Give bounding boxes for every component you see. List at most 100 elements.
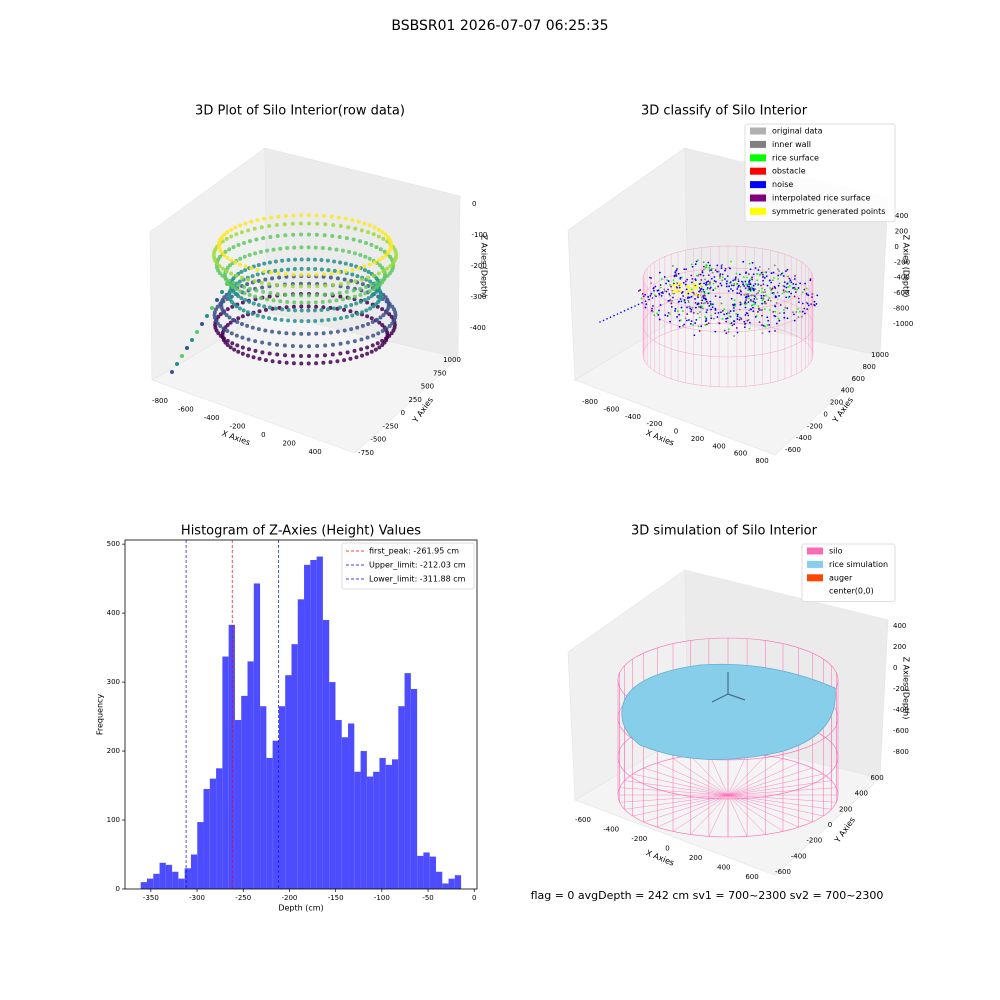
cloud-dot [270,359,275,364]
cloud-dot [283,213,288,218]
cloud-dot [717,285,720,288]
cloud-dot [729,281,732,284]
cloud-dot [726,275,729,278]
x-tick-label: 600 [734,450,747,458]
cloud-dot [292,318,297,323]
cloud-dot [708,305,711,307]
cloud-dot [710,277,713,280]
cloud-dot [720,267,723,270]
cloud-dot [768,279,771,282]
cloud-dot [748,279,751,282]
y-tick-label: 1000 [443,356,461,364]
cloud-dot [710,269,713,271]
cloud-dot [239,275,244,280]
cloud-dot [250,311,255,316]
cloud-dot [706,309,709,311]
cloud-dot [229,234,234,239]
wireframe [657,762,729,796]
bar [404,673,411,889]
cloud-dot [694,279,697,282]
cloud-dot [233,225,238,230]
bar [429,856,436,889]
cloud-dot [672,279,675,281]
y-tick-label: -200 [807,422,823,430]
cloud-dot [783,281,786,284]
cloud-dot [267,305,272,310]
cloud-dot [240,314,245,319]
legend-label: Lower_limit: -311.88 cm [369,575,466,584]
cloud-dot [366,322,371,327]
cloud-dot [733,335,736,337]
cloud-dot [231,245,236,250]
z-tick-label: 0 [894,243,898,251]
cloud-dot [706,287,709,289]
cloud-dot [364,285,369,290]
cloud-dot [746,285,749,288]
bar [373,771,380,889]
y-tick-label: -200 [806,837,822,845]
x-tick-label: 400 [717,864,730,872]
cloud-dot [284,331,289,336]
cloud-dot [277,360,282,365]
cloud-dot [755,292,758,295]
bar [310,560,317,889]
cloud-dot [739,285,742,288]
plot-frame [124,539,478,890]
z-axis-label: Z Axies (Depth) [902,235,911,298]
cloud-dot [703,268,705,271]
cloud-dot [711,306,714,309]
cloud-dot [238,262,243,267]
cloud-dot [247,253,252,258]
cloud-dot [314,213,319,218]
cloud-dot [329,214,334,219]
cloud-dot [700,291,703,293]
cloud-dot [262,261,267,266]
x-tick-label: -600 [178,406,194,414]
cloud-dot [649,294,652,297]
cloud-dot [720,284,723,287]
cloud-dot [369,242,374,247]
cloud-dot [773,286,776,289]
cloud-dot [723,313,726,316]
cloud-dot [658,294,661,296]
cloud-dot [350,313,355,318]
cloud-dot [230,284,235,289]
wireframe [727,762,799,796]
y-tick-label: 500 [107,540,120,548]
cloud-dot [380,230,385,235]
bar [140,882,147,889]
cloud-dot [799,282,802,285]
cloud-dot [793,295,796,298]
cloud-dot [694,322,697,324]
cloud-dot [315,221,320,226]
cloud-dot [275,233,280,238]
cloud-dot [695,293,698,296]
cloud-dot [766,284,769,287]
cloud-dot [735,272,738,275]
cloud-dot [740,293,743,296]
cloud-dot [770,289,773,292]
cloud-dot [700,279,703,281]
cloud-dot [291,331,296,336]
cloud-dot [306,245,311,250]
cloud-dot [685,288,688,291]
legend-label: first_peak: -261.95 cm [369,547,459,556]
cloud-dot [736,288,739,290]
cloud-dot [190,338,194,342]
cloud-dot [783,285,786,288]
cloud-dot [227,278,232,283]
cloud-dot [385,330,390,335]
legend-label: interpolated rice surface [772,194,870,203]
cloud-dot [663,288,666,291]
bar [442,883,449,889]
cloud-dot [718,322,721,325]
bar [423,852,430,889]
cloud-dot [306,361,311,366]
cloud-dot [314,304,319,309]
cloud-dot [651,297,654,299]
bar [272,740,279,889]
cloud-dot [752,310,755,313]
cloud-dot [801,291,804,294]
cloud-dot [691,281,693,284]
cloud-dot [761,302,764,305]
